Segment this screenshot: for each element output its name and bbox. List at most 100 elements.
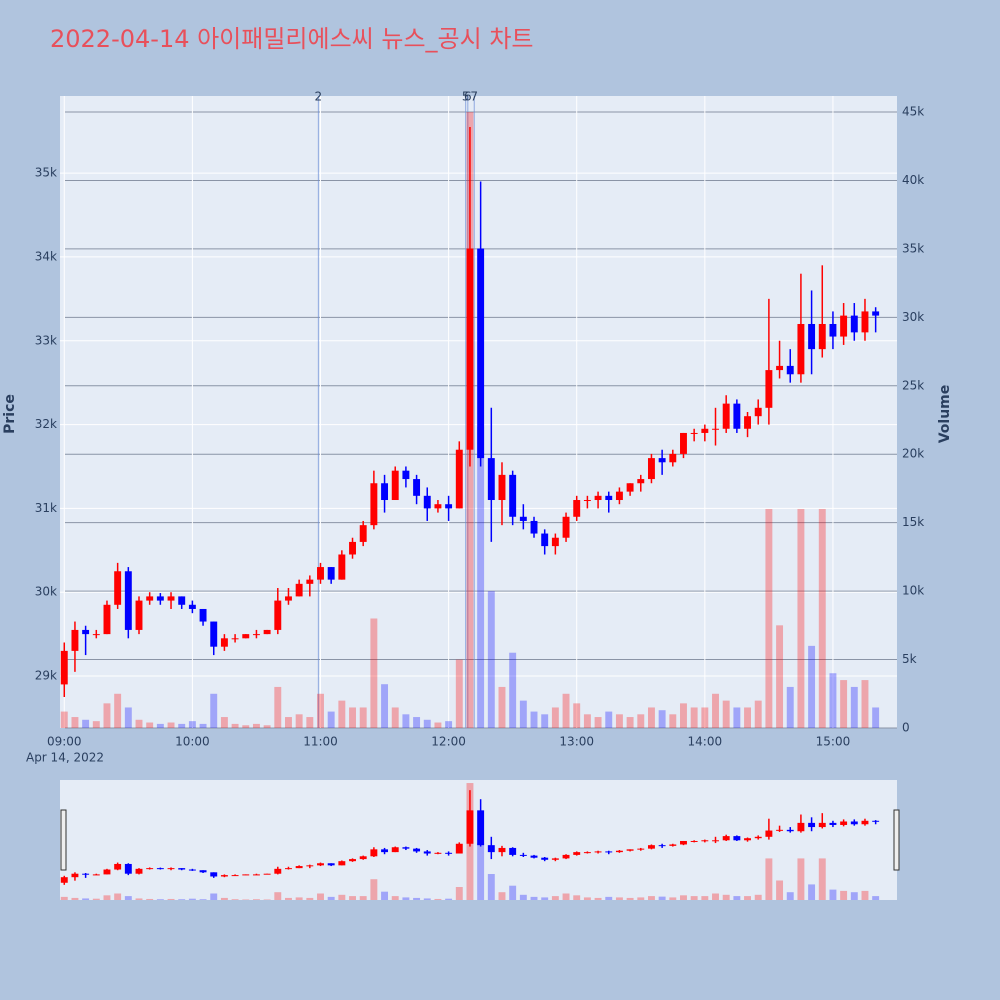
range-handle-right[interactable] xyxy=(893,809,900,871)
volume-bar xyxy=(487,591,495,728)
slider-volume-bar xyxy=(167,898,175,900)
slider-volume-bar xyxy=(765,858,773,900)
slider-candle-body xyxy=(680,840,687,845)
slider-volume-bar xyxy=(808,884,816,900)
volume-bar xyxy=(861,680,869,728)
slider-candle-body xyxy=(530,855,538,858)
volume-bar xyxy=(188,721,196,728)
slider-candle-body xyxy=(541,857,549,860)
slider-volume-bar xyxy=(135,898,143,900)
candle-body xyxy=(466,248,474,450)
volume-bar xyxy=(114,693,122,728)
y-tick-label: 32k xyxy=(35,417,57,431)
y2-tick-label: 0 xyxy=(902,721,910,735)
slider-candle-body xyxy=(776,829,784,831)
volume-bar xyxy=(647,707,655,728)
volume-bar xyxy=(754,700,762,728)
candle-body xyxy=(562,516,570,538)
volume-bar xyxy=(306,717,314,728)
candle-body xyxy=(530,520,538,534)
volume-bar xyxy=(701,707,709,728)
candle-body xyxy=(156,596,164,601)
volume-bar xyxy=(519,700,527,728)
slider-candle-body xyxy=(850,821,858,825)
candle-body xyxy=(71,629,79,651)
slider-volume-bar xyxy=(370,879,378,900)
candle-body xyxy=(60,650,68,685)
slider-candle-body xyxy=(594,851,602,853)
volume-bar xyxy=(562,693,570,728)
slider-volume-bar xyxy=(519,894,527,900)
candle-body xyxy=(220,638,228,647)
slider-candle-body xyxy=(487,845,495,853)
volume-bar xyxy=(242,725,250,728)
annotation-label: 7 xyxy=(470,90,478,104)
slider-candle-body xyxy=(583,852,591,854)
slider-candle-body xyxy=(146,868,154,870)
slider-volume-bar xyxy=(156,899,164,900)
slider-candle-body xyxy=(327,863,335,866)
volume-bar xyxy=(199,723,207,728)
slider-volume-bar xyxy=(413,897,421,900)
volume-bar xyxy=(498,686,506,728)
volume-bar xyxy=(818,508,826,728)
slider-volume-bar xyxy=(840,890,848,900)
volume-bar xyxy=(359,707,367,728)
x-tick-label: 14:00 xyxy=(688,735,723,749)
volume-bar xyxy=(722,700,730,728)
candle-body xyxy=(252,634,260,636)
slider-volume-bar xyxy=(658,896,666,900)
y2-tick-label: 45k xyxy=(902,105,924,119)
candle-body xyxy=(519,516,527,521)
annotation-label: 6 xyxy=(464,90,472,104)
volume-bar xyxy=(530,711,538,728)
volume-bar xyxy=(124,707,132,728)
y-tick-label: 30k xyxy=(35,585,57,599)
candle-body xyxy=(583,500,591,502)
candle-body xyxy=(359,525,367,542)
y2-tick-label: 20k xyxy=(902,447,924,461)
slider-candle-body xyxy=(445,852,453,854)
annotation-label: 5 xyxy=(462,90,470,104)
volume-bar xyxy=(295,714,303,728)
volume-bar xyxy=(135,719,143,728)
slider-candle-body xyxy=(840,821,848,825)
candle-body xyxy=(242,634,250,639)
slider-candle-body xyxy=(615,850,623,853)
candle-body xyxy=(776,365,784,371)
volume-bar xyxy=(829,673,837,728)
slider-volume-bar xyxy=(359,896,367,900)
slider-candle-body xyxy=(210,872,218,877)
slider-candle-body xyxy=(188,869,196,871)
volume-bar xyxy=(744,707,751,728)
slider-volume-bar xyxy=(381,891,389,900)
slider-candle-body xyxy=(263,873,271,875)
slider-candle-body xyxy=(498,847,506,853)
x-tick-label: 09:00 xyxy=(47,735,82,749)
volume-bar xyxy=(776,625,784,728)
candle-body xyxy=(92,634,100,636)
slider-volume-bar xyxy=(861,890,869,900)
y2-tick-label: 30k xyxy=(902,310,924,324)
candle-body xyxy=(840,315,848,337)
volume-bar xyxy=(274,686,282,728)
slider-candle-body xyxy=(562,854,570,859)
slider-candle-body xyxy=(92,874,100,876)
candle-body xyxy=(872,311,880,316)
slider-volume-bar xyxy=(317,893,324,900)
candle-body xyxy=(103,604,111,635)
slider-volume-bar xyxy=(776,880,784,900)
slider-volume-bar xyxy=(754,894,762,900)
candle-body xyxy=(306,579,314,584)
y2-tick-label: 40k xyxy=(902,173,924,187)
slider-candle-body xyxy=(434,852,442,854)
candle-body xyxy=(626,483,634,492)
slider-candle-body xyxy=(712,840,719,842)
candle-body xyxy=(818,323,826,350)
range-handle-left[interactable] xyxy=(60,809,67,871)
candle-body xyxy=(295,583,303,597)
slider-volume-bar xyxy=(210,893,218,900)
volume-bar xyxy=(786,686,794,728)
x-tick-label: 10:00 xyxy=(175,735,210,749)
